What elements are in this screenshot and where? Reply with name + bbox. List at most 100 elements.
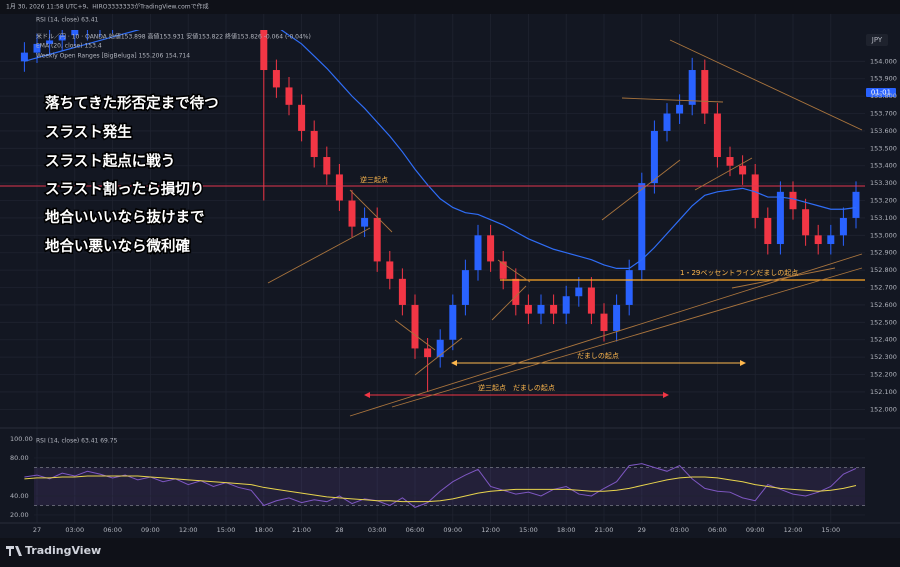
candle-body [512,278,520,305]
currency-box [866,34,888,46]
candle-body [713,113,721,158]
candle-body [776,191,784,245]
x-tick-label: 12:00 [784,526,803,534]
y-tick-label: 153.500 [870,144,897,152]
y-tick-label: 153.600 [870,127,897,135]
tv-logo [6,546,22,556]
x-tick-label: 12:00 [179,526,198,534]
x-tick-label: 06:00 [103,526,122,534]
y-tick-label: 152.400 [870,336,897,344]
overlay-text: スラスト割ったら損切り [45,180,204,198]
candle-body [411,304,419,349]
candle-body [260,30,268,71]
overlay-text: 地合いいいなら抜けまで [45,208,205,226]
y-tick-label: 153.100 [870,214,897,222]
overlay-text: スラスト起点に戦う [45,152,175,170]
candle-body [550,304,558,314]
annotation: 1・29ベッセントラインだましの起点 [680,269,798,277]
y-tick-label: 152.000 [870,405,897,413]
y-tick-label: 152.300 [870,353,897,361]
candle-body [323,157,331,175]
y-tick-label: 153.200 [870,197,897,205]
candle-body [827,235,835,245]
candle-body [310,130,318,158]
candle-body [373,217,381,262]
candle-body [298,104,306,131]
candle-body [814,235,822,245]
candle-body [600,313,608,332]
annotation: 逆三起点 [360,175,388,184]
candle-body [764,217,772,245]
candle-body [461,270,469,305]
candle-body [386,261,394,279]
rsi-ma-line [24,475,857,503]
candle-body [524,304,532,314]
rsi-tick-label: 40.00 [10,492,29,500]
candle-body [726,157,734,166]
x-tick-label: 29 [638,526,646,534]
rsi-tick-label: 100.00 [10,435,33,443]
candle-body [398,278,406,305]
x-tick-label: 06:00 [406,526,425,534]
x-tick-label: 06:00 [708,526,727,534]
candle-body [701,70,709,114]
candle-body [71,30,79,36]
overlay-texts: 落ちてきた形否定まで待つ スラスト発生 スラスト起点に戦う スラスト割ったら損切… [44,93,221,257]
y-tick-label: 152.500 [870,318,897,326]
candle-body [676,104,684,114]
price-pane [20,30,860,392]
x-tick-label: 09:00 [443,526,462,534]
x-tick-label: 09:00 [141,526,160,534]
y-tick-label: 152.900 [870,249,897,257]
candle-body [839,217,847,236]
currency: JPY [871,36,883,44]
y-tick-label: 153.700 [870,110,897,118]
ema-legend: EMA (20, close) 153.4 [36,43,102,50]
y-tick-label: 153.800 [870,92,897,100]
ema-line [24,30,857,269]
candle-body [436,339,444,358]
grid [0,14,865,523]
footer-bar [0,538,900,567]
y-tick-label: 152.700 [870,284,897,292]
candle-body [449,304,457,340]
candle-body [650,130,658,184]
rsi-pane: 20.00 40.00 80.00 100.00 [10,435,865,519]
x-tick-label: 21:00 [595,526,614,534]
annotation: だましの起点 [577,352,619,360]
x-tick-label: 21:00 [292,526,311,534]
created-by: 1月 30, 2026 11:58 UTC+9、HIRO3333333がTrad… [6,3,209,11]
x-tick-label: 18:00 [254,526,273,534]
candle-body [751,174,759,218]
candle-body [663,113,671,131]
x-tick-label: 03:00 [670,526,689,534]
x-tick-label: 03:00 [368,526,387,534]
candle-body [348,200,356,227]
candle-body [33,43,41,53]
overlay-text: 落ちてきた形否定まで待つ [45,94,219,112]
x-tick-label: 28 [335,526,343,534]
y-tick-label: 153.900 [870,75,897,83]
overlay-text: スラスト発生 [45,123,132,141]
candle-body [625,270,633,305]
annotation: 逆三起点 だましの起点 [478,383,555,392]
y-tick-label: 152.100 [870,388,897,396]
x-tick-label: 18:00 [557,526,576,534]
rsi-legend-top: RSI (14, close) 63.41 [36,17,99,24]
candle-body [272,70,280,88]
candle-body [361,217,369,227]
countdown: 01:01 [871,89,891,97]
rsi-tick-label: 80.00 [10,454,29,462]
candle-body [802,209,810,236]
candle-body [789,191,797,210]
candle-body [852,191,860,218]
countdown-box [866,88,896,97]
trend-lines [267,39,863,417]
x-tick-label: 27 [33,526,41,534]
y-tick-label: 152.200 [870,371,897,379]
candle-body [575,287,583,297]
candle-body [335,174,343,201]
candle-body [587,287,595,314]
candle-body [638,183,646,271]
